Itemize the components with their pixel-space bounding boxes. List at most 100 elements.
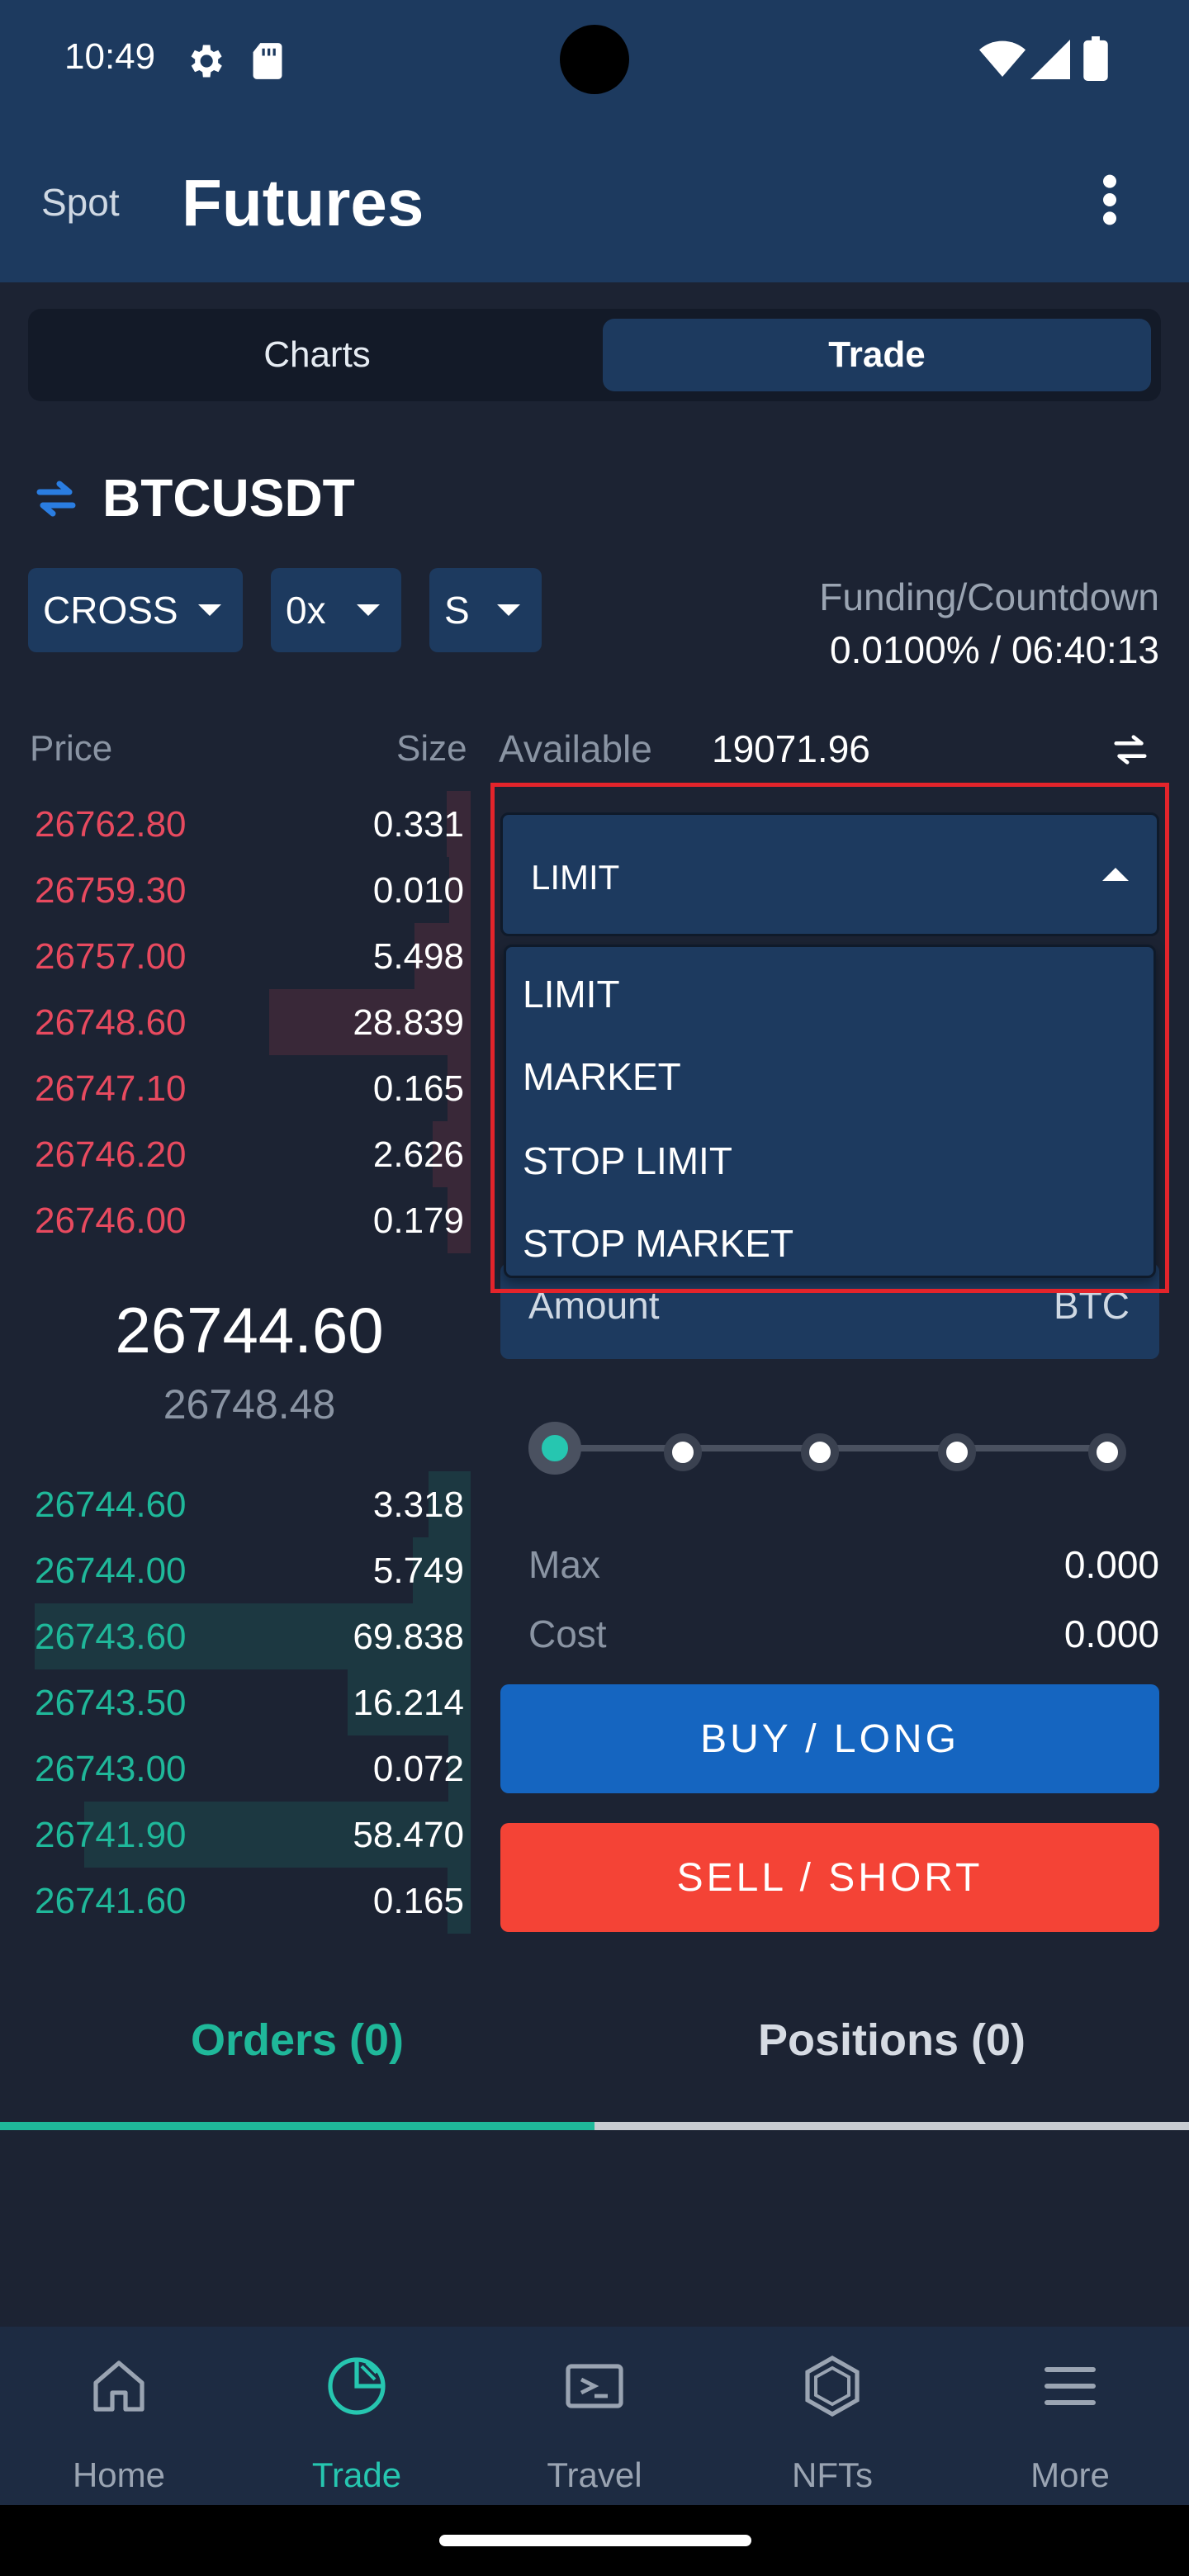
wifi-icon — [979, 40, 1026, 77]
bid-size: 69.838 — [353, 1617, 464, 1657]
nav-nfts[interactable]: NFTs — [713, 2327, 951, 2505]
order-type-select[interactable]: LIMIT — [500, 812, 1159, 936]
slider-step-75[interactable] — [938, 1433, 976, 1471]
nav-trade[interactable]: Trade — [238, 2327, 476, 2505]
tab-positions[interactable]: Positions (0) — [757, 2015, 1026, 2065]
ask-row[interactable]: 26759.30 0.010 — [0, 857, 471, 923]
side-select[interactable]: S — [429, 568, 542, 652]
bid-size: 5.749 — [372, 1551, 464, 1591]
bid-row[interactable]: 26743.50 16.214 — [0, 1669, 471, 1735]
menu-icon — [1045, 2367, 1096, 2405]
leverage-select[interactable]: 0x — [271, 568, 401, 652]
bid-size: 0.072 — [372, 1749, 464, 1789]
ask-size: 0.165 — [372, 1068, 464, 1109]
bid-price: 26743.60 — [35, 1617, 187, 1657]
ask-size: 28.839 — [353, 1002, 464, 1043]
nav-nfts-label: NFTs — [792, 2455, 873, 2494]
app-header: 10:49 Spot Futures — [0, 0, 1189, 282]
ask-row[interactable]: 26746.00 0.179 — [0, 1187, 471, 1253]
bid-price: 26741.90 — [35, 1815, 187, 1855]
ask-depth-bar — [448, 1055, 471, 1121]
nav-more[interactable]: More — [951, 2327, 1189, 2505]
bid-price: 26741.60 — [35, 1881, 187, 1921]
bid-row[interactable]: 26744.00 5.749 — [0, 1537, 471, 1603]
size-column-header: Size — [396, 728, 467, 769]
camera-cutout — [560, 25, 629, 94]
nav-trade-label: Trade — [311, 2455, 402, 2494]
focus-highlight-box — [490, 783, 1169, 1293]
pie-chart-icon — [328, 2357, 386, 2415]
order-type-option-market[interactable]: MARKET — [523, 1055, 681, 1098]
funding-label: Funding/Countdown — [819, 575, 1159, 618]
bid-size: 3.318 — [372, 1485, 464, 1525]
ask-depth-bar — [433, 1121, 471, 1187]
order-type-option-stop-limit[interactable]: STOP LIMIT — [523, 1139, 732, 1182]
order-type-option-limit[interactable]: LIMIT — [523, 973, 620, 1016]
funding-value: 0.0100% / 06:40:13 — [830, 628, 1159, 671]
overflow-menu-icon[interactable] — [1095, 173, 1125, 226]
chevron-down-icon — [198, 604, 221, 616]
ask-row[interactable]: 26762.80 0.331 — [0, 791, 471, 857]
nav-home[interactable]: Home — [0, 2327, 238, 2505]
bid-depth-bar — [348, 1669, 471, 1735]
ask-price: 26748.60 — [35, 1002, 187, 1043]
nav-travel[interactable]: Travel — [476, 2327, 713, 2505]
order-type-option-stop-market[interactable]: STOP MARKET — [523, 1222, 794, 1265]
bid-size: 16.214 — [353, 1683, 464, 1723]
symbol-name[interactable]: BTCUSDT — [102, 468, 355, 528]
margin-mode-value: CROSS — [43, 589, 178, 632]
ask-price: 26746.00 — [35, 1200, 187, 1241]
margin-mode-select[interactable]: CROSS — [28, 568, 243, 652]
status-time: 10:49 — [64, 36, 156, 77]
ask-size: 0.179 — [372, 1200, 464, 1241]
slider-step-100[interactable] — [1088, 1433, 1126, 1471]
spot-tab[interactable]: Spot — [41, 181, 120, 224]
nav-more-label: More — [1030, 2455, 1110, 2494]
settings-status-icon — [191, 45, 222, 78]
bid-depth-bar — [84, 1802, 471, 1868]
tab-orders[interactable]: Orders (0) — [190, 2015, 405, 2065]
chevron-down-icon — [357, 604, 380, 616]
order-type-menu: LIMIT MARKET STOP LIMIT STOP MARKET — [504, 945, 1156, 1278]
bid-row[interactable]: 26741.90 58.470 — [0, 1802, 471, 1868]
bid-price: 26743.00 — [35, 1749, 187, 1789]
leverage-value: 0x — [286, 589, 326, 632]
ask-depth-bar — [448, 1187, 471, 1253]
nav-home-label: Home — [72, 2455, 166, 2494]
ask-size: 0.331 — [372, 804, 464, 845]
hexagon-icon — [805, 2356, 860, 2417]
ask-row[interactable]: 26746.20 2.626 — [0, 1121, 471, 1187]
last-price: 26744.60 — [115, 1294, 384, 1366]
bid-row[interactable]: 26743.60 69.838 — [0, 1603, 471, 1669]
sell-short-button[interactable]: SELL / SHORT — [500, 1823, 1159, 1932]
bid-depth-bar — [429, 1471, 471, 1537]
tab-orders-indicator — [0, 2122, 594, 2130]
tab-charts[interactable]: Charts — [263, 334, 371, 375]
ask-row[interactable]: 26757.00 5.498 — [0, 923, 471, 989]
ask-size: 5.498 — [372, 936, 464, 977]
bid-row[interactable]: 26744.60 3.318 — [0, 1471, 471, 1537]
home-gesture-bar[interactable] — [439, 2535, 751, 2546]
bid-size: 58.470 — [353, 1815, 464, 1855]
tabs-background — [0, 1957, 1189, 2327]
slider-step-25[interactable] — [664, 1433, 702, 1471]
sd-card-icon — [253, 43, 282, 79]
transfer-icon[interactable] — [1111, 733, 1149, 766]
cost-value: 0.000 — [1063, 1612, 1159, 1655]
amount-slider-knob[interactable] — [528, 1422, 581, 1475]
home-icon — [93, 2361, 144, 2412]
tab-trade[interactable]: Trade — [603, 319, 1151, 391]
bid-price: 26744.00 — [35, 1551, 187, 1591]
ask-row[interactable]: 26747.10 0.165 — [0, 1055, 471, 1121]
view-switcher: Charts Trade — [28, 309, 1161, 401]
bid-row[interactable]: 26741.60 0.165 — [0, 1868, 471, 1934]
ask-size: 0.010 — [372, 870, 464, 911]
nav-travel-label: Travel — [547, 2455, 642, 2494]
swap-symbol-icon[interactable] — [33, 481, 79, 517]
slider-step-50[interactable] — [801, 1433, 839, 1471]
buy-long-button[interactable]: BUY / LONG — [500, 1684, 1159, 1793]
mark-price: 26748.48 — [163, 1381, 336, 1428]
battery-icon — [1083, 36, 1108, 81]
ask-row[interactable]: 26748.60 28.839 — [0, 989, 471, 1055]
bid-row[interactable]: 26743.00 0.072 — [0, 1735, 471, 1802]
